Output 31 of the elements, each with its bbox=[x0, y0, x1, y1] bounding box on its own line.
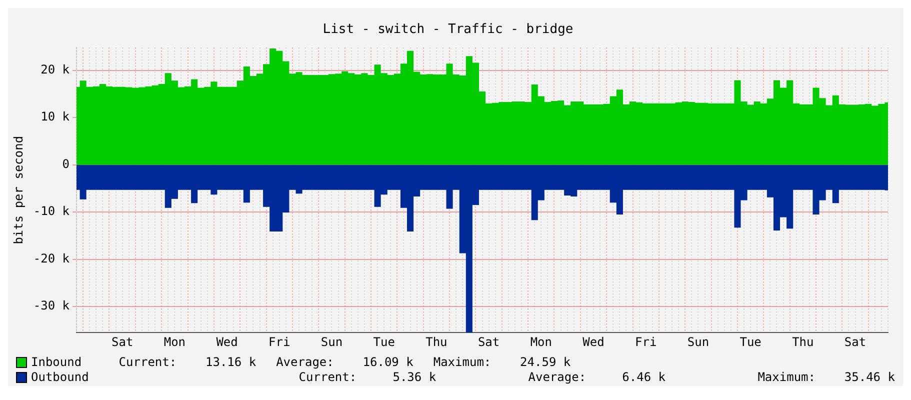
x-tick-label: Tue bbox=[373, 334, 395, 349]
x-tick-label: Mon bbox=[530, 334, 552, 349]
x-tick-label: Mon bbox=[164, 334, 186, 349]
legend-label: Outbound bbox=[31, 370, 89, 384]
text: Current: 13.16 k bbox=[118, 355, 256, 369]
y-axis-title: bits per second bbox=[11, 136, 26, 244]
x-tick-label: Thu bbox=[426, 334, 448, 349]
y-tick-label: 10 k bbox=[40, 110, 70, 124]
text: Maximum: 24.59 k bbox=[433, 355, 571, 369]
x-tick-label: Sat bbox=[478, 334, 500, 349]
y-tick-label: 20 k bbox=[40, 62, 70, 76]
x-tick-label: Wed bbox=[582, 334, 604, 349]
text: Maximum: 35.46 k bbox=[758, 370, 895, 384]
x-tick-label: Sat bbox=[844, 334, 866, 349]
x-tick-label: Fri bbox=[635, 334, 657, 349]
y-tick-label: -20 k bbox=[33, 251, 70, 266]
chart-title: List - switch - Traffic - bridge bbox=[322, 22, 574, 38]
x-tick-label: Sun bbox=[320, 334, 343, 349]
x-tick-label: Sun bbox=[687, 334, 710, 349]
y-tick-label: -30 k bbox=[33, 298, 70, 313]
y-tick-label: -10 k bbox=[33, 204, 70, 218]
x-tick-label: Tue bbox=[740, 334, 762, 349]
x-tick-label: Sat bbox=[111, 334, 134, 349]
text: Average: 16.09 k bbox=[276, 355, 414, 369]
text: Average: 6.46 k bbox=[528, 370, 666, 384]
legend-label: Inbound bbox=[31, 355, 82, 369]
text: Current: 5.36 k bbox=[298, 370, 436, 384]
x-tick-label: Fri bbox=[268, 334, 290, 349]
x-tick-label: Wed bbox=[216, 334, 238, 349]
x-tick-label: Thu bbox=[792, 334, 814, 349]
y-tick-label: 0 bbox=[62, 156, 70, 171]
